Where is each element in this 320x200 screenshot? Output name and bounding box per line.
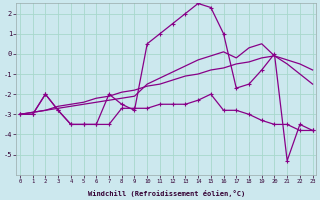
X-axis label: Windchill (Refroidissement éolien,°C): Windchill (Refroidissement éolien,°C) (88, 190, 245, 197)
